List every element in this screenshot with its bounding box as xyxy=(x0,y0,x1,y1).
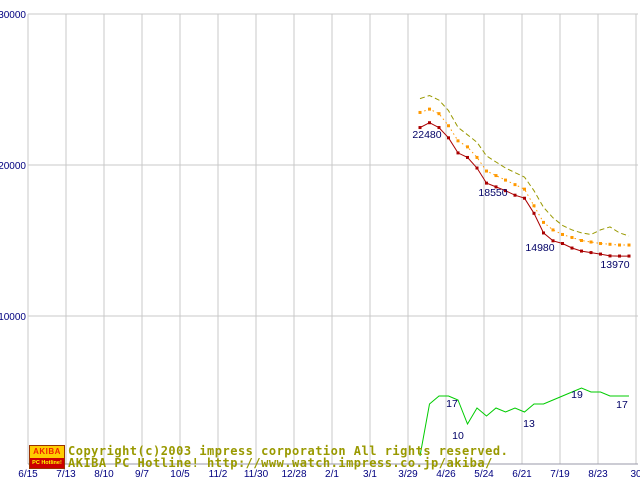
series-average-price-marker xyxy=(580,239,583,242)
series-lowest-price-marker xyxy=(551,239,555,243)
series-lowest-price-marker xyxy=(475,166,479,170)
x-axis-label: 10/5 xyxy=(170,469,190,480)
series-average-price-marker xyxy=(589,240,593,244)
series-average-price-marker xyxy=(485,169,488,173)
series-lowest-price-marker xyxy=(608,254,612,258)
series-average-price-marker xyxy=(599,242,602,246)
y-axis-label: 20000 xyxy=(0,161,26,172)
x-axis-label: 6/21 xyxy=(512,469,532,480)
series-average-price-marker xyxy=(418,110,422,114)
series-lowest-price-marker xyxy=(437,126,441,130)
value-annotation: 17 xyxy=(616,399,628,411)
series-average-price-marker xyxy=(627,243,631,247)
copyright-text: Copyright(c)2003 impress corporation All… xyxy=(68,444,509,458)
series-average-price-marker xyxy=(532,204,536,208)
series-lowest-price-marker xyxy=(570,246,574,250)
value-annotation: 10 xyxy=(452,430,464,442)
value-annotation: 14980 xyxy=(525,242,554,254)
x-axis-label: 5/24 xyxy=(474,469,494,480)
site-url-text: AKIBA PC Hotline! http://www.watch.impre… xyxy=(68,456,493,470)
x-axis-label: 8/10 xyxy=(94,469,114,480)
x-axis-label: 9/7 xyxy=(135,469,149,480)
series-lowest-price-marker xyxy=(456,151,460,155)
series-lowest-price-marker xyxy=(418,126,422,130)
series-average-price-marker xyxy=(447,124,450,128)
x-axis-label: 8/23 xyxy=(588,469,608,480)
x-axis-label: 11/30 xyxy=(244,469,269,480)
y-axis-label: 10000 xyxy=(0,312,26,323)
series-average-price-marker xyxy=(437,112,441,116)
series-average-price-marker xyxy=(513,183,517,187)
series-lowest-price-marker xyxy=(485,181,488,185)
x-axis-label: 12/28 xyxy=(281,469,306,480)
series-lowest-price-marker xyxy=(513,193,517,197)
series-average-price-marker xyxy=(428,107,431,111)
value-annotation: 22480 xyxy=(412,129,441,141)
x-axis-label: 3/29 xyxy=(398,469,418,480)
series-average-price-marker xyxy=(608,242,612,246)
akiba-logo-subtitle: PC Hotline! xyxy=(30,458,64,468)
series-lowest-price-marker xyxy=(466,155,469,159)
series-average-price-marker xyxy=(466,145,469,149)
value-annotation: 18550 xyxy=(478,187,507,199)
akiba-logo-title: AKIBA xyxy=(30,446,64,458)
x-axis-label: 7/13 xyxy=(56,469,76,480)
series-average-price-marker xyxy=(494,174,498,178)
series-lowest-price-marker xyxy=(542,231,545,235)
series-average-price-marker xyxy=(523,187,526,191)
series-lowest-price-marker xyxy=(589,251,593,255)
x-axis-label: 30 xyxy=(630,469,640,480)
series-lowest-price-marker xyxy=(504,189,507,193)
value-annotation: 19 xyxy=(571,389,583,401)
series-shop-count-line xyxy=(419,387,629,457)
series-lowest-price-marker xyxy=(618,254,621,258)
series-lowest-price-marker xyxy=(580,249,583,253)
series-lowest-price-marker xyxy=(447,136,450,140)
x-axis-label: 2/1 xyxy=(325,469,339,480)
akiba-logo: AKIBA PC Hotline! xyxy=(29,445,65,469)
value-annotation: 17 xyxy=(446,398,458,410)
series-average-price-marker xyxy=(542,220,545,224)
x-axis-label: 4/26 xyxy=(436,469,456,480)
x-axis-label: 11/2 xyxy=(209,469,228,480)
series-average-price-marker xyxy=(551,228,555,232)
series-lowest-price-marker xyxy=(494,185,498,189)
series-lowest-price-marker xyxy=(561,242,564,246)
series-average-price-marker xyxy=(561,232,564,236)
series-lowest-price-marker xyxy=(599,252,602,256)
series-lowest-price-marker xyxy=(532,211,536,215)
series-lowest-price-marker xyxy=(428,121,431,125)
series-lowest-price-marker xyxy=(523,196,526,200)
series-average-price-marker xyxy=(570,235,574,239)
series-average-price-marker xyxy=(456,139,460,143)
value-annotation: 13 xyxy=(523,418,535,430)
x-axis-label: 3/1 xyxy=(363,469,377,480)
series-highest-price-line xyxy=(419,94,630,237)
value-annotation: 13970 xyxy=(600,259,629,271)
y-axis-label: 30000 xyxy=(0,10,26,21)
series-lowest-price-marker xyxy=(627,254,631,258)
x-axis-label: 7/19 xyxy=(550,469,570,480)
series-average-price-marker xyxy=(475,155,479,159)
series-average-price-marker xyxy=(504,178,507,182)
x-axis-label: 6/15 xyxy=(18,469,38,480)
series-average-price-marker xyxy=(618,243,621,247)
